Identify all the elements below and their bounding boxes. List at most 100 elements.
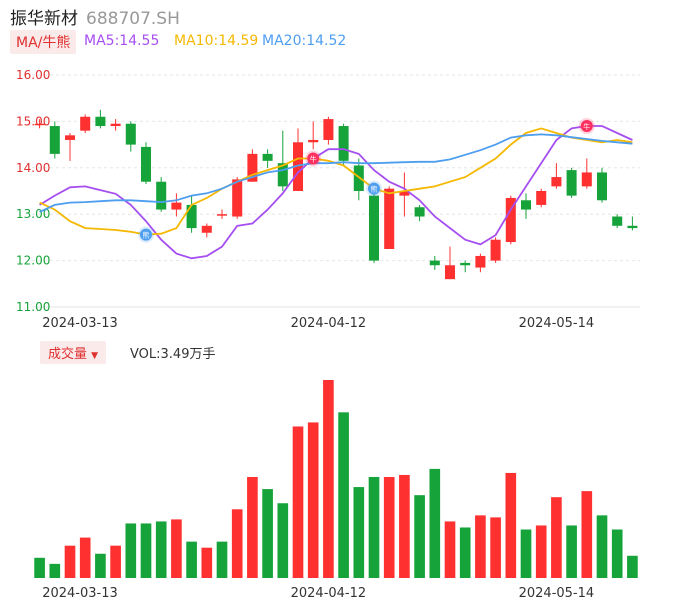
volume-bar: [551, 497, 562, 578]
bear-marker-icon: [140, 228, 152, 241]
candle-body: [490, 239, 501, 261]
volume-indicator-tag[interactable]: 成交量 ▼: [40, 341, 107, 364]
volume-bar: [262, 489, 273, 578]
ma-indicator-tag[interactable]: MA/牛熊: [10, 30, 77, 54]
candle-body: [171, 202, 182, 210]
volume-bar: [216, 541, 228, 578]
volume-bar: [186, 541, 197, 578]
candle-body: [140, 146, 152, 182]
volume-bar: [231, 509, 243, 578]
volume-bar: [490, 517, 501, 578]
volume-bar: [155, 521, 167, 578]
volume-bar: [307, 422, 319, 578]
volume-bar: [247, 476, 258, 578]
candle-body: [612, 216, 623, 226]
volume-bar: [475, 515, 486, 578]
date-tick-label: 2024-04-12: [291, 316, 367, 331]
volume-bar: [459, 527, 471, 578]
volume-bar: [414, 495, 425, 578]
volume-bar: [444, 521, 456, 578]
volume-bar: [277, 503, 289, 578]
price-tick-label: 16.00: [16, 68, 50, 82]
candle-body: [520, 200, 532, 210]
ma5-line: [39, 125, 633, 260]
price-tick-label: 15.00: [16, 114, 50, 128]
candle-body: [384, 188, 395, 249]
volume-tag-label: 成交量: [48, 347, 88, 362]
candle-body: [277, 163, 288, 187]
volume-bar: [338, 412, 349, 578]
volume-date-tick-label: 2024-04-12: [291, 586, 367, 601]
candle-body: [460, 262, 471, 266]
bull-marker-icon: [580, 120, 593, 133]
candle-body: [125, 123, 136, 145]
candle-body: [368, 195, 380, 261]
candle-body: [581, 172, 592, 187]
volume-bar: [64, 545, 76, 578]
date-tick-label: 2024-03-13: [42, 316, 118, 331]
volume-bar: [110, 545, 121, 578]
volume-bar: [505, 472, 517, 578]
candle-body: [627, 225, 638, 229]
candle-body: [156, 181, 167, 210]
volume-bar: [292, 426, 304, 578]
volume-date-tick-label: 2024-05-14: [519, 586, 595, 601]
candle-body: [444, 265, 456, 280]
candle-body: [429, 260, 440, 266]
candle-body: [262, 153, 273, 161]
bull-marker-icon: [307, 152, 320, 165]
signal-label: 牛: [583, 122, 590, 131]
candle-body: [536, 191, 547, 205]
candle-body: [414, 207, 425, 217]
ma20-value: MA20:14.52: [262, 33, 347, 49]
volume-value: VOL:3.49万手: [130, 347, 216, 362]
volume-bar: [566, 525, 577, 578]
volume-bar: [171, 519, 182, 578]
candle-body: [399, 191, 410, 196]
volume-bar: [611, 529, 623, 578]
candle-body: [80, 116, 91, 131]
price-tick-label: 14.00: [16, 161, 50, 175]
candle-body: [64, 135, 76, 140]
volume-bar: [79, 537, 91, 578]
candle-body: [353, 165, 364, 191]
candle-body: [338, 126, 349, 161]
price-tick-label: 12.00: [16, 254, 50, 268]
candle-body: [201, 225, 212, 233]
volume-bar: [581, 491, 593, 578]
volume-bar: [125, 523, 137, 578]
candle-body: [95, 116, 106, 127]
volume-bar: [323, 380, 334, 578]
volume-bar: [34, 557, 45, 578]
candle-body: [292, 142, 304, 191]
candle-body: [186, 204, 197, 229]
volume-bar: [95, 553, 106, 578]
ma10-value: MA10:14.59: [174, 33, 259, 49]
candle-body: [475, 255, 486, 268]
candle-body: [551, 177, 562, 187]
stock-name: 振华新材: [10, 9, 78, 29]
date-tick-label: 2024-05-14: [519, 316, 595, 331]
ma20-line: [39, 133, 633, 213]
candle-body: [110, 123, 121, 127]
candle-body: [247, 153, 258, 182]
candle-body: [596, 172, 608, 201]
candle-body: [505, 197, 516, 243]
signal-label: 牛: [310, 155, 317, 164]
volume-bar: [520, 529, 532, 578]
stock-code: 688707.SH: [86, 9, 180, 29]
volume-bar: [596, 515, 608, 578]
bear-marker-icon: [368, 182, 380, 195]
ma5-value: MA5:14.55: [84, 33, 160, 49]
volume-bar: [383, 476, 395, 578]
price-tick-label: 11.00: [16, 300, 50, 314]
candle-body: [49, 126, 60, 154]
volume-bar: [368, 476, 380, 578]
dropdown-arrow-icon: ▼: [91, 351, 99, 361]
volume-bar: [627, 555, 638, 578]
volume-bar: [201, 547, 213, 578]
stock-title: 振华新材 688707.SH: [10, 4, 180, 29]
candle-body: [216, 214, 228, 216]
candle-body: [323, 119, 334, 140]
